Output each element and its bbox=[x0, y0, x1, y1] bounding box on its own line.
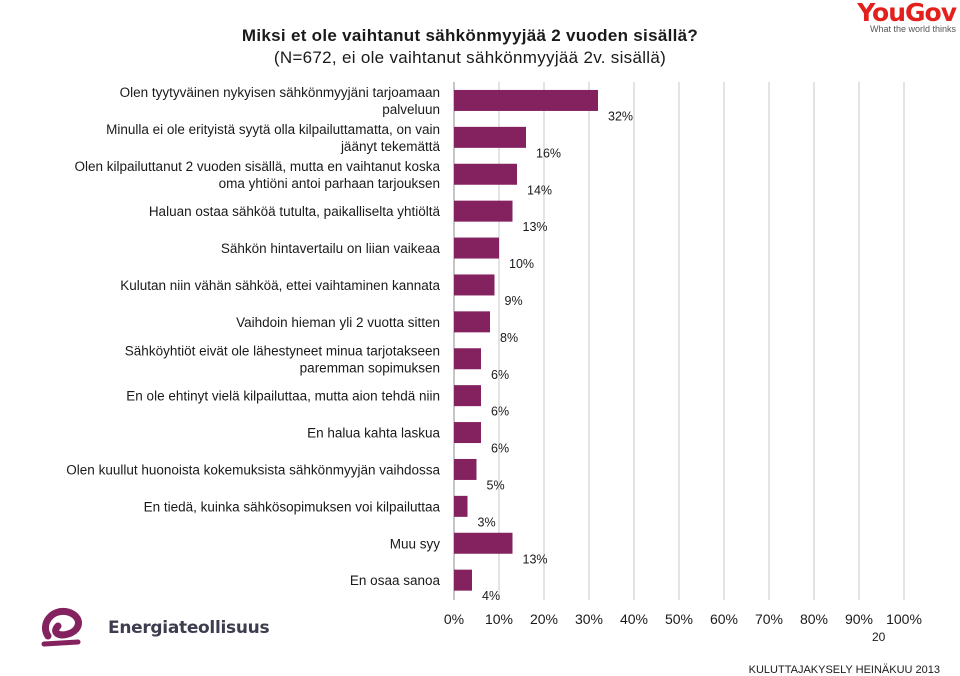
value-label: 13% bbox=[523, 552, 548, 566]
x-tick-label: 30% bbox=[575, 611, 603, 627]
category-label: Vaihdoin hieman yli 2 vuotta sitten bbox=[236, 315, 440, 330]
value-label: 8% bbox=[500, 331, 518, 345]
yougov-wordmark: YouGov bbox=[857, 0, 957, 27]
category-label: En osaa sanoa bbox=[350, 573, 441, 588]
bar bbox=[454, 237, 499, 259]
value-label: 13% bbox=[523, 220, 548, 234]
bar bbox=[454, 458, 477, 480]
gridlines bbox=[453, 82, 905, 600]
category-labels: Olen tyytyväinen nykyisen sähkönmyyjäni … bbox=[66, 85, 440, 588]
bar-chart: Olen tyytyväinen nykyisen sähkönmyyjäni … bbox=[66, 82, 922, 627]
category-label: En halua kahta laskua bbox=[307, 426, 440, 441]
category-label: Sähköyhtiöt eivät ole lähestyneet minua … bbox=[125, 343, 440, 358]
bar bbox=[454, 348, 481, 370]
bar bbox=[454, 422, 481, 444]
x-tick-label: 70% bbox=[755, 611, 783, 627]
value-label: 3% bbox=[478, 515, 496, 529]
category-label: Olen kuullut huonoista kokemuksista sähk… bbox=[66, 462, 440, 477]
value-label: 6% bbox=[491, 368, 509, 382]
chart-subtitle: (N=672, ei ole vaihtanut sähkönmyyjää 2v… bbox=[273, 48, 667, 67]
yougov-tagline: What the world thinks bbox=[869, 24, 956, 34]
category-label: Muu syy bbox=[390, 536, 441, 551]
x-tick-label: 20% bbox=[530, 611, 558, 627]
bar bbox=[454, 311, 490, 333]
category-label: Olen tyytyväinen nykyisen sähkönmyyjäni … bbox=[120, 85, 440, 100]
category-label: Olen kilpailuttanut 2 vuoden sisällä, mu… bbox=[75, 159, 441, 174]
bar bbox=[454, 200, 513, 222]
value-label: 6% bbox=[491, 405, 509, 419]
yougov-logo: YouGov What the world thinks bbox=[857, 0, 957, 34]
value-label: 32% bbox=[608, 109, 633, 123]
page-number: 20 bbox=[872, 630, 886, 644]
bar bbox=[454, 89, 598, 111]
energiateollisuus-logo: Energiateollisuus bbox=[38, 606, 270, 650]
value-label: 4% bbox=[482, 589, 500, 603]
bars bbox=[454, 89, 598, 591]
energiateollisuus-wordmark: Energiateollisuus bbox=[108, 618, 270, 638]
category-label: Haluan ostaa sähköä tutulta, paikallisel… bbox=[149, 204, 441, 219]
value-label: 6% bbox=[491, 442, 509, 456]
survey-footer: KULUTTAJAKYSELY HEINÄKUU 2013 bbox=[748, 664, 940, 676]
bar bbox=[454, 163, 517, 185]
category-label: Kulutan niin vähän sähköä, ettei vaihtam… bbox=[120, 278, 440, 293]
x-tick-label: 100% bbox=[886, 611, 922, 627]
x-tick-label: 80% bbox=[800, 611, 828, 627]
value-label: 16% bbox=[536, 146, 561, 160]
value-label: 9% bbox=[505, 294, 523, 308]
chart-title: Miksi et ole vaihtanut sähkönmyyjää 2 vu… bbox=[241, 26, 699, 45]
bar bbox=[454, 126, 526, 148]
value-label: 14% bbox=[527, 183, 552, 197]
category-label: En ole ehtinyt vielä kilpailuttaa, mutta… bbox=[126, 389, 440, 404]
category-label: palveluun bbox=[382, 102, 440, 117]
value-labels: 32% 16% 14% 13% 10% 9% 8% 6% 6% 6% 5% 3% 13% 4% bbox=[478, 109, 634, 603]
bar bbox=[454, 495, 468, 517]
x-axis-ticks: 0% 10% 20% 30% 40% 50% 60% 70% 80% 90% 100% bbox=[444, 611, 922, 627]
x-tick-label: 40% bbox=[620, 611, 648, 627]
category-label: jäänyt tekemättä bbox=[340, 139, 441, 154]
value-label: 10% bbox=[509, 257, 534, 271]
category-label: En tiedä, kuinka sähkösopimuksen voi kil… bbox=[144, 499, 441, 514]
energiateollisuus-emblem-icon bbox=[41, 607, 82, 647]
x-tick-label: 90% bbox=[845, 611, 873, 627]
category-label: Minulla ei ole erityistä syytä olla kilp… bbox=[106, 122, 440, 137]
bar bbox=[454, 385, 481, 407]
x-tick-label: 0% bbox=[444, 611, 464, 627]
x-tick-label: 60% bbox=[710, 611, 738, 627]
bar bbox=[454, 274, 495, 296]
x-tick-label: 10% bbox=[485, 611, 513, 627]
bar bbox=[454, 532, 513, 554]
category-label: oma yhtiöni antoi parhaan tarjouksen bbox=[219, 176, 440, 191]
category-label: paremman sopimuksen bbox=[300, 360, 440, 375]
bar bbox=[454, 569, 472, 591]
category-label: Sähkön hintavertailu on liian vaikeaa bbox=[221, 241, 441, 256]
value-label: 5% bbox=[487, 478, 505, 492]
x-tick-label: 50% bbox=[665, 611, 693, 627]
